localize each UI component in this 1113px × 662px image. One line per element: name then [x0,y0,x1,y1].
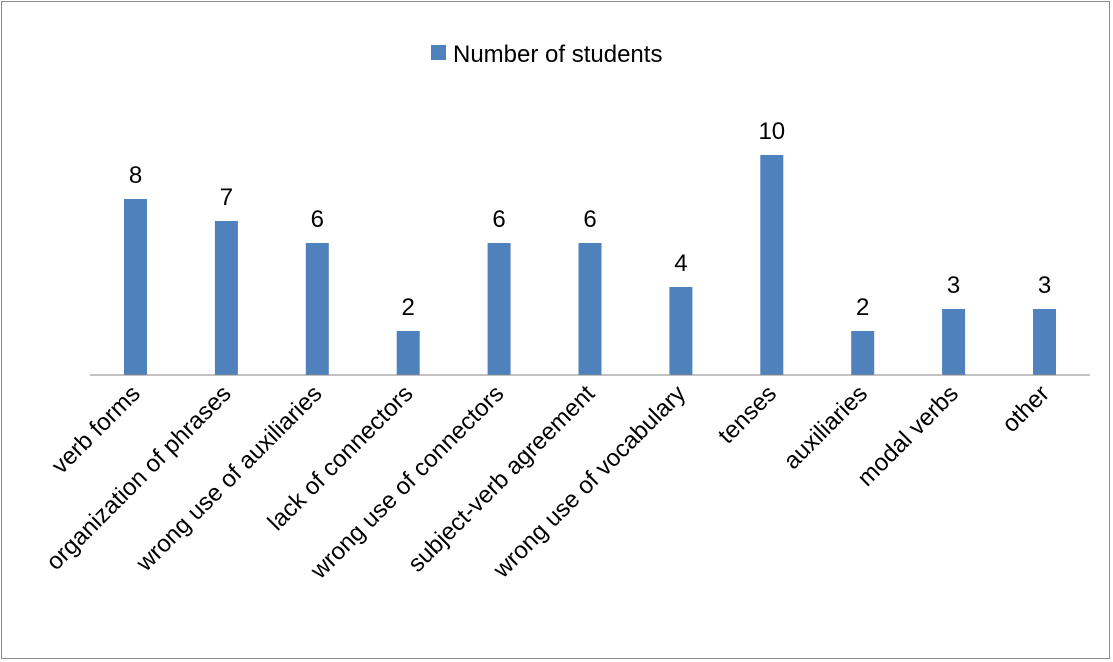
bar [851,331,875,375]
bars [124,155,1056,375]
category-label: wrong use of auxiliaries [130,380,327,577]
category-label: organization of phrases [41,380,237,576]
data-label: 8 [129,162,142,189]
legend-label: Number of students [453,41,662,68]
data-label: 3 [1038,272,1051,299]
data-labels: 8 7 6 2 6 6 4 10 2 3 3 [129,118,1051,321]
data-label: 3 [947,272,960,299]
bar [487,243,511,375]
data-label: 6 [492,206,505,233]
data-label: 4 [674,250,687,277]
data-label: 6 [583,206,596,233]
bar [214,221,238,375]
category-label: subject-verb agreement [403,380,601,578]
legend: Number of students [431,41,662,68]
bar [578,243,602,375]
bar [305,243,329,375]
category-label: verb forms [46,380,145,479]
category-label: other [997,380,1055,438]
bar [669,287,693,375]
data-label: 2 [856,294,869,321]
data-label: 6 [311,206,324,233]
bar [124,199,147,375]
legend-swatch [431,45,446,60]
category-label: tenses [713,380,782,449]
data-label: 7 [220,184,233,211]
data-label: 2 [402,294,415,321]
data-label: 10 [758,118,785,145]
bar [396,331,420,375]
bar [942,309,966,375]
bar [760,155,784,375]
category-label: wrong use of vocabulary [487,380,691,584]
bar [1033,309,1056,375]
category-label: auxiliaries [778,380,873,475]
